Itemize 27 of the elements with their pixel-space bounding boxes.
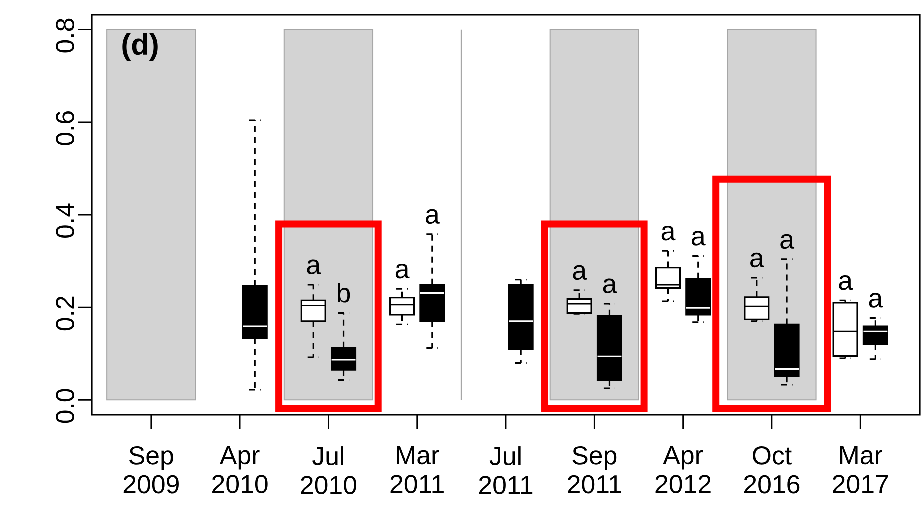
y-tick-label: 0.8: [56, 18, 74, 53]
y-tick-label: 0.4: [56, 204, 74, 238]
x-tick-label: Apr 2010: [212, 446, 268, 494]
y-tick-label: 0.2: [56, 296, 74, 331]
annotation: a: [839, 276, 854, 290]
y-tick-label: 0.6: [56, 112, 74, 146]
x-tick-label: Oct 2016: [744, 446, 800, 494]
x-tick-label: Apr 2012: [656, 446, 711, 494]
annotation: a: [692, 231, 706, 246]
annotation: a: [662, 226, 676, 241]
annotation: a: [603, 278, 618, 294]
annotation: a: [573, 265, 588, 280]
annotation: a: [780, 234, 795, 250]
annotation: a: [426, 209, 440, 224]
annotation: (d): [122, 33, 158, 62]
x-tick-label: Mar 2011: [390, 446, 444, 494]
y-tick-label: 0.0: [56, 389, 74, 424]
annotation: a: [869, 293, 884, 308]
x-tick-label: Mar 2017: [833, 446, 888, 494]
x-tick-label: Jul 2010: [301, 446, 356, 494]
x-tick-label: Sep 2009: [124, 446, 179, 494]
annotation: b: [338, 283, 350, 303]
x-tick-label: Jul 2011: [479, 446, 533, 494]
annotation: a: [307, 260, 322, 275]
x-tick-label: Sep 2011: [568, 446, 622, 494]
annotation: a: [396, 264, 410, 279]
annotation: a: [750, 252, 764, 268]
